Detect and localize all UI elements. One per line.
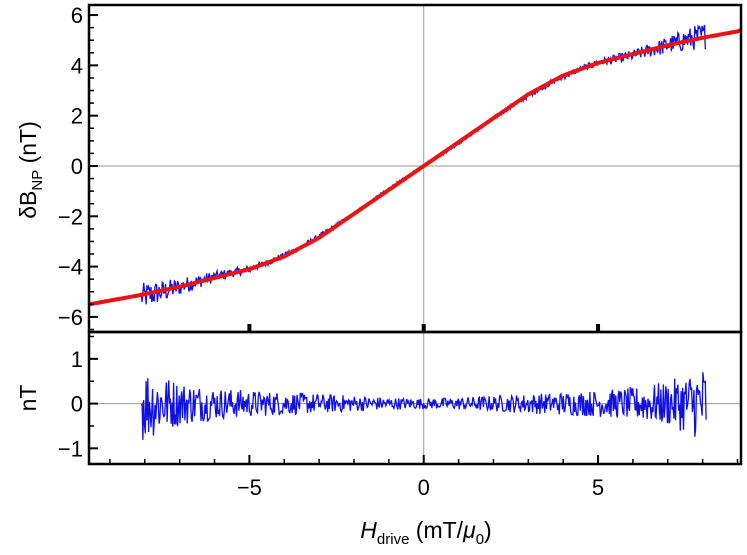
top-y-tick-label: −6 — [58, 305, 83, 330]
top-y-tick-label: 2 — [71, 104, 83, 129]
top-y-tick-label: −4 — [58, 255, 83, 280]
bottom-y-axis-label: nT — [15, 385, 41, 412]
x-axis-label: Hdrive (mT/μ0) — [360, 517, 491, 548]
top-panel: −6 −4 −2 0 2 4 6 — [58, 3, 743, 334]
bottom-x-tick-label: −5 — [237, 475, 262, 500]
top-y-axis-label: δBNP (nT) — [15, 121, 46, 219]
top-y-tick-label: −2 — [58, 204, 83, 229]
bottom-x-tick-label: 0 — [418, 475, 430, 500]
top-y-tick-label: 0 — [71, 154, 83, 179]
bottom-residual-series — [140, 372, 707, 440]
bottom-panel: −1 0 1 −5 0 5 — [58, 330, 743, 500]
bottom-plot-frame — [87, 330, 743, 466]
top-y-tick-label: 4 — [71, 53, 83, 78]
top-fit-curve — [88, 28, 742, 307]
bottom-y-tick-label: −1 — [58, 436, 83, 461]
bottom-y-tick-label: 1 — [71, 347, 83, 372]
bottom-x-tick-label: 5 — [592, 475, 604, 500]
top-y-tick-label: 6 — [71, 3, 83, 28]
bottom-y-tick-label: 0 — [71, 392, 83, 417]
